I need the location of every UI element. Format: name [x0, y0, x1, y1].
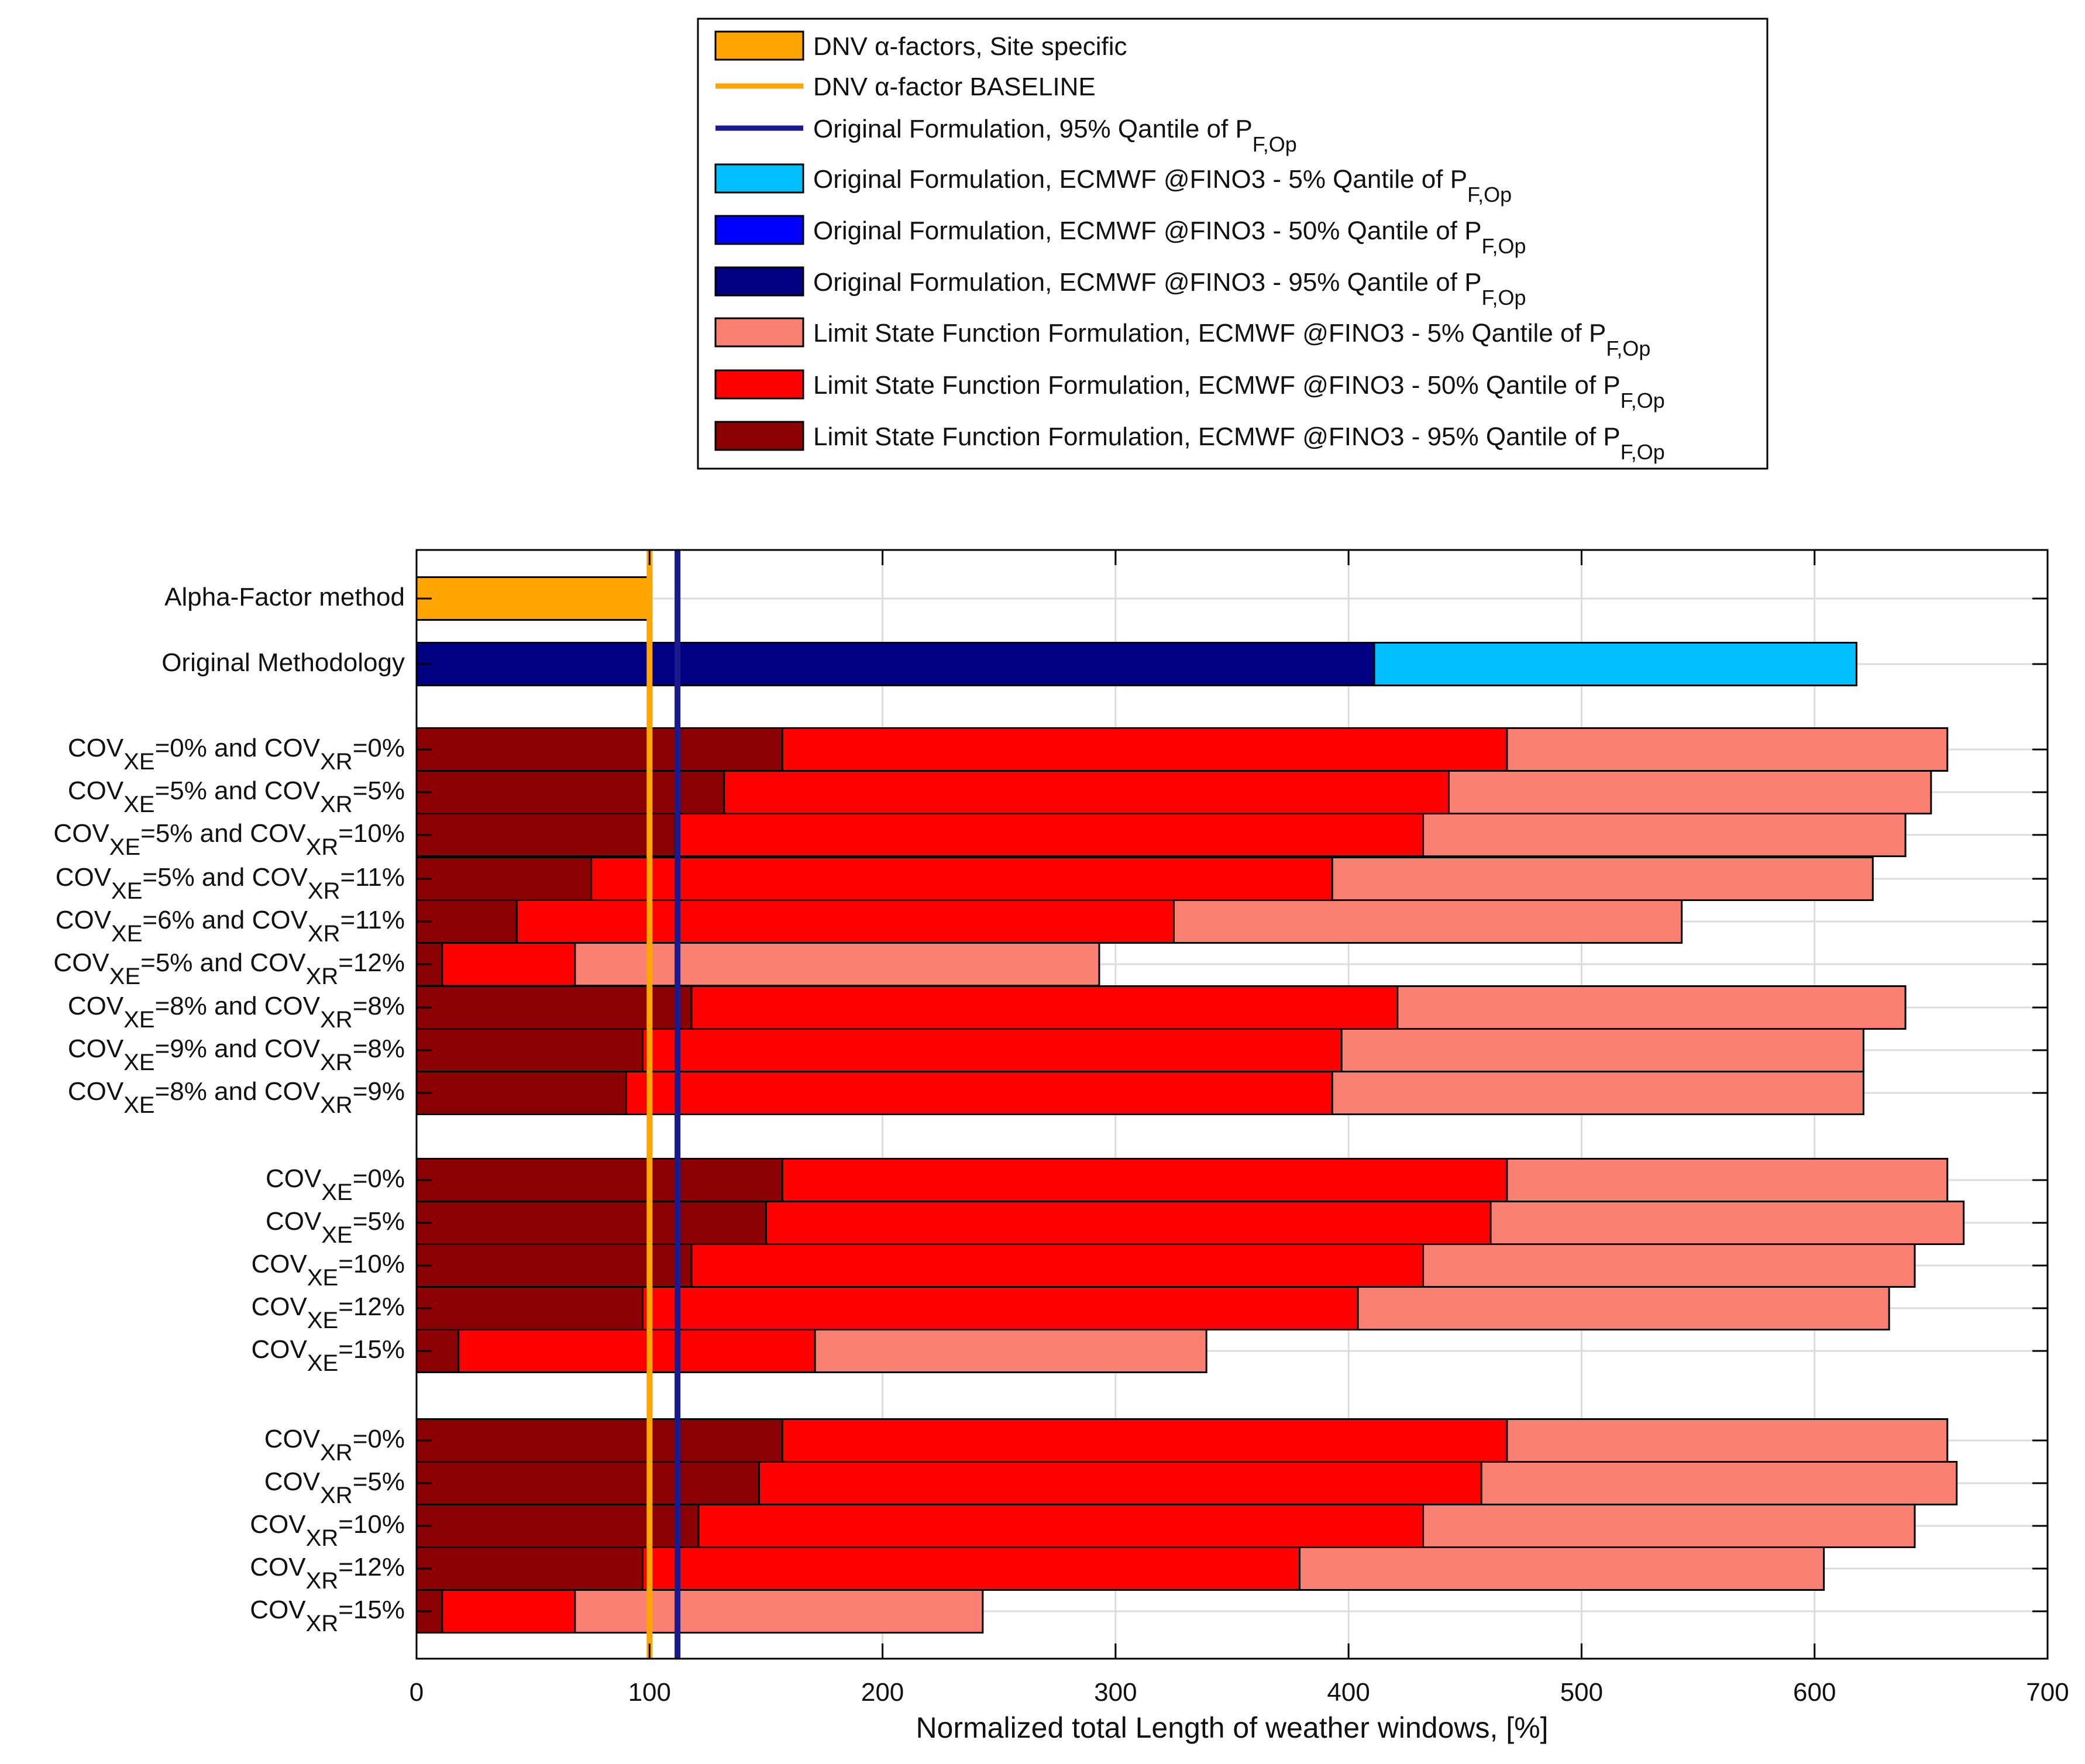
- legend-entry: Original Formulation, ECMWF @FINO3 - 95%…: [714, 266, 1526, 310]
- category-label: COVXR=15%: [250, 1595, 405, 1636]
- legend-entry: Original Formulation, ECMWF @FINO3 - 50%…: [714, 215, 1526, 258]
- legend-swatch: [714, 266, 804, 297]
- category-label: COVXE=0% and COVXR=0%: [68, 734, 405, 775]
- legend-label: Limit State Function Formulation, ECMWF …: [813, 371, 1665, 412]
- bar-lsf-q95: [415, 727, 783, 772]
- legend-swatch: [714, 317, 804, 348]
- category-labels: Alpha-Factor method Original Methodology C…: [53, 583, 405, 1636]
- bar-lsf-q95: [415, 813, 676, 857]
- bar-lsf-q95: [415, 857, 593, 901]
- x-tick-label: 400: [1327, 1678, 1370, 1707]
- legend-label: Limit State Function Formulation, ECMWF …: [813, 422, 1665, 464]
- bar-lsf-q95: [415, 770, 725, 814]
- category-label: COVXE=5% and COVXR=10%: [53, 819, 405, 860]
- category-label: COVXE=9% and COVXR=8%: [68, 1034, 405, 1075]
- legend-entry: Limit State Function Formulation, ECMWF …: [714, 317, 1650, 360]
- legend-label: Limit State Function Formulation, ECMWF …: [813, 319, 1650, 360]
- bar-lsf-q50: [415, 899, 1175, 944]
- x-tick-label: 600: [1793, 1678, 1836, 1707]
- legend-box: [697, 18, 1769, 470]
- bar-lsf-q95: [415, 1028, 644, 1072]
- bar-lsf-q95: [415, 1286, 644, 1330]
- legend-label: Original Formulation, ECMWF @FINO3 - 5% …: [813, 165, 1512, 207]
- legend-entry: Original Formulation, ECMWF @FINO3 - 5% …: [714, 163, 1512, 207]
- bar-lsf-q95: [415, 1546, 644, 1591]
- legend-entry: Limit State Function Formulation, ECMWF …: [714, 369, 1665, 412]
- bar-lsf-q95: [415, 1201, 767, 1245]
- legend-entry: Original Formulation, 95% Qantile of PF,…: [715, 115, 1297, 156]
- category-label: COVXE=12%: [252, 1292, 405, 1333]
- legend-entry: Limit State Function Formulation, ECMWF …: [714, 421, 1665, 464]
- plot-frame: [415, 549, 2049, 1660]
- category-label: COVXE=5% and COVXR=12%: [53, 948, 405, 989]
- category-label: COVXE=5%: [266, 1207, 405, 1248]
- category-label: COVXE=8% and COVXR=8%: [68, 992, 405, 1033]
- category-label: Alpha-Factor method: [164, 583, 405, 611]
- bar-lsf-q95: [415, 1071, 627, 1115]
- bar-lsf-q95: [415, 1461, 760, 1505]
- legend-label: DNV α-factors, Site specific: [813, 32, 1127, 61]
- category-label: COVXR=5%: [264, 1467, 405, 1508]
- x-tick-label: 500: [1560, 1678, 1603, 1707]
- category-label: COVXE=0%: [266, 1164, 405, 1205]
- category-label: COVXR=10%: [250, 1510, 405, 1551]
- legend-entry: DNV α-factors, Site specific: [714, 30, 1127, 61]
- legend: DNV α-factors, Site specific DNV α-factor…: [697, 18, 1769, 470]
- legend-swatch: [714, 369, 804, 400]
- axes: 0 100 200 300 400 500 600 700: [410, 549, 2069, 1707]
- bar-lsf-q50: [415, 1329, 816, 1373]
- category-label: COVXR=0%: [264, 1425, 405, 1466]
- legend-swatch: [714, 30, 804, 61]
- legend-label: Original Formulation, ECMWF @FINO3 - 95%…: [813, 268, 1526, 310]
- x-tick-label: 100: [628, 1678, 671, 1707]
- category-label: COVXE=5% and COVXR=11%: [56, 863, 405, 904]
- bar-lsf-q95: [415, 1504, 700, 1548]
- legend-label: Original Formulation, 95% Qantile of PF,…: [813, 115, 1297, 156]
- category-label: COVXE=5% and COVXR=5%: [68, 776, 405, 817]
- bar-alpha-factor: [415, 576, 651, 621]
- x-tick-label: 700: [2026, 1678, 2069, 1707]
- category-label: COVXR=12%: [250, 1553, 405, 1594]
- legend-swatch: [714, 215, 804, 245]
- x-tick-label: 300: [1094, 1678, 1137, 1707]
- legend-label: DNV α-factor BASELINE: [813, 73, 1096, 101]
- category-label: COVXE=6% and COVXR=11%: [56, 906, 405, 947]
- legend-swatch: [714, 163, 804, 194]
- x-tick-label: 200: [861, 1678, 904, 1707]
- legend-label: Original Formulation, ECMWF @FINO3 - 50%…: [813, 216, 1526, 258]
- bar-lsf-q95: [415, 985, 693, 1030]
- category-label: COVXE=8% and COVXR=9%: [68, 1077, 405, 1118]
- bar-lsf-q95: [415, 1418, 783, 1463]
- reference-lines: [646, 550, 681, 1659]
- legend-swatch: [714, 421, 804, 451]
- x-axis-title: Normalized total Length of weather windo…: [916, 1711, 1548, 1744]
- bar-original-q95: [415, 642, 1375, 686]
- x-tick-label: 0: [410, 1678, 424, 1707]
- category-label: Original Methodology: [161, 648, 405, 677]
- category-label: COVXE=10%: [252, 1250, 405, 1291]
- category-label: COVXE=15%: [252, 1335, 405, 1376]
- bar-lsf-q95: [415, 1158, 783, 1202]
- legend-entry: DNV α-factor BASELINE: [715, 73, 1096, 101]
